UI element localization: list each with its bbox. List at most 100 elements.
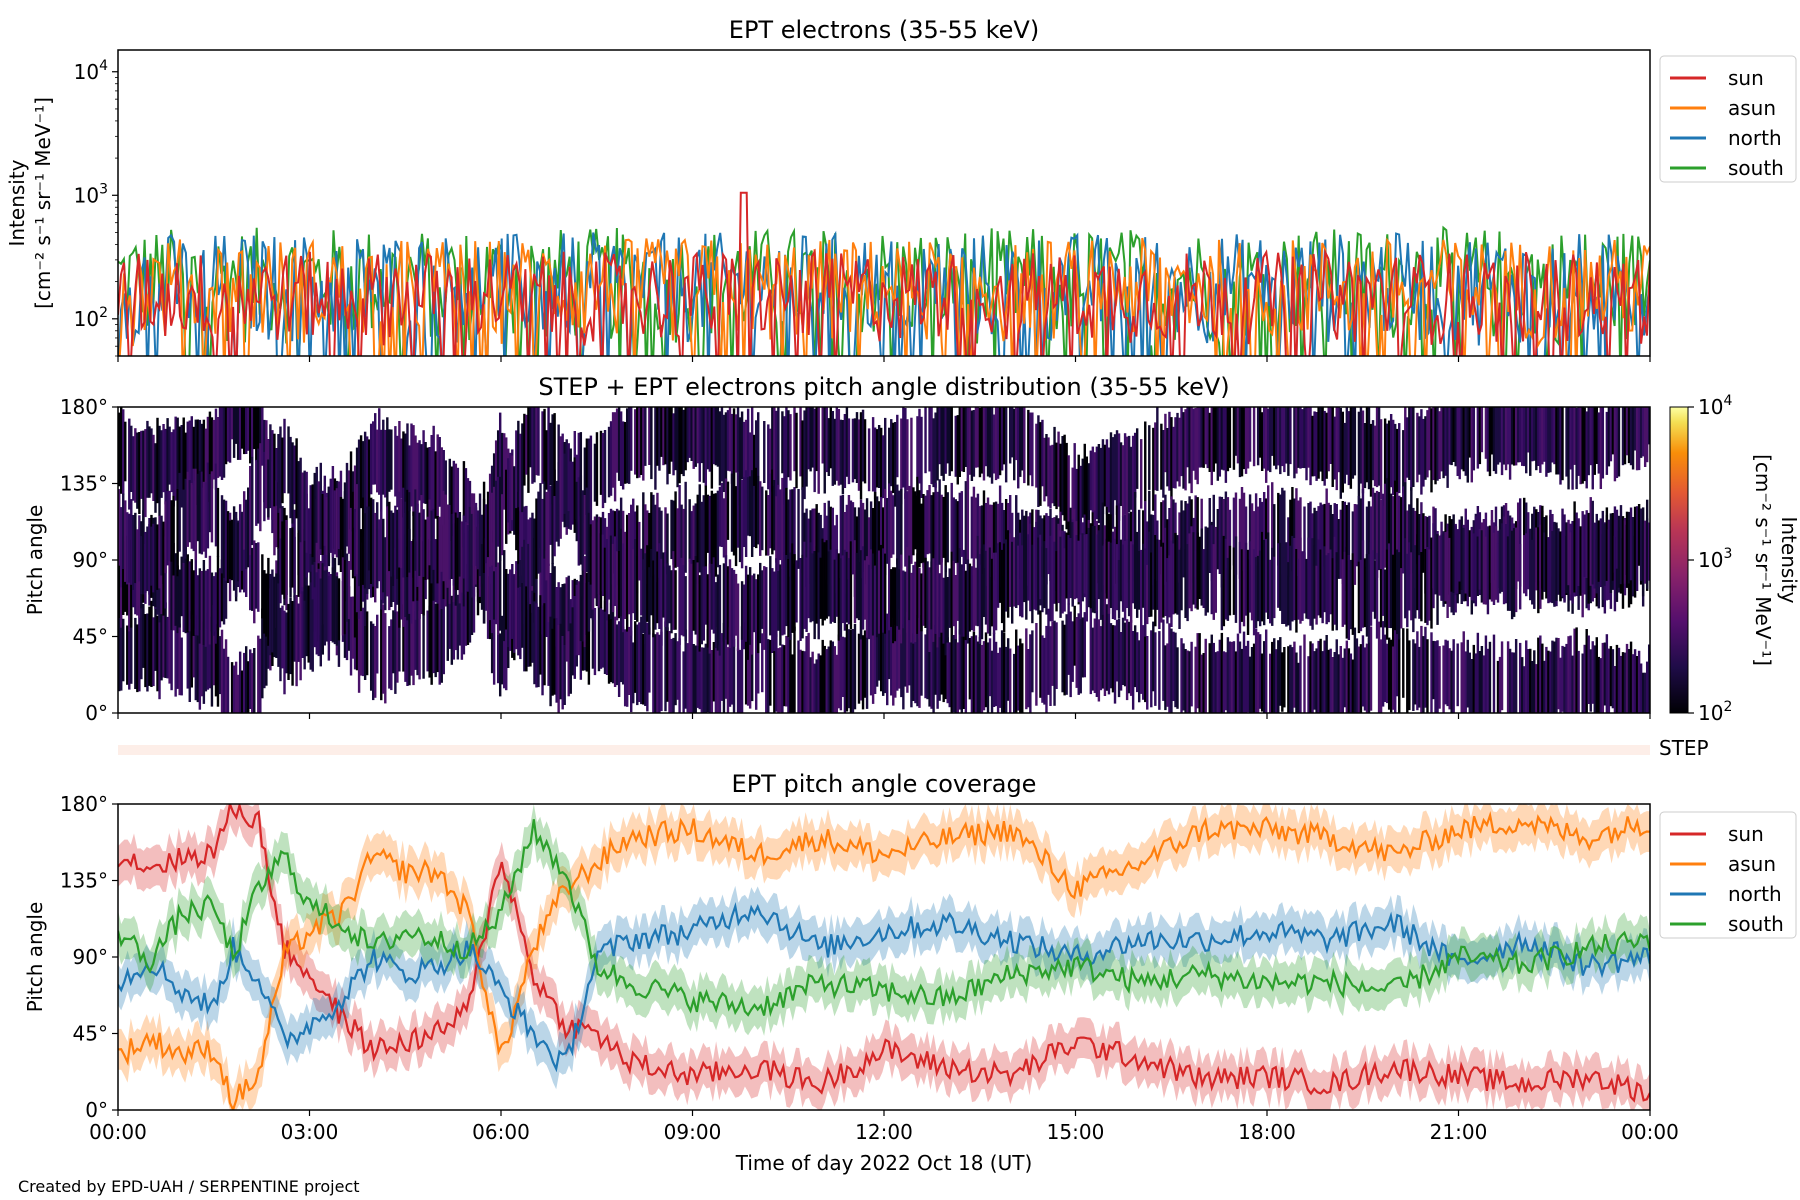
heatmap-cell: [1178, 417, 1181, 487]
heatmap-cell: [1402, 628, 1405, 698]
heatmap-cell: [916, 476, 919, 567]
heatmap-cell: [1264, 498, 1268, 559]
heatmap-cell: [1232, 547, 1236, 615]
heatmap-cell: [1279, 407, 1282, 475]
heatmap-cell: [922, 562, 925, 626]
series-line-asun: [118, 810, 1650, 1110]
heatmap-cell: [1593, 645, 1596, 713]
heatmap-cell: [1631, 517, 1635, 597]
heatmap-cell: [327, 486, 331, 567]
heatmap-cell: [763, 421, 766, 483]
heatmap-cell: [206, 613, 210, 690]
heatmap-cell: [376, 429, 379, 493]
heatmap-cell: [1021, 509, 1024, 580]
heatmap-cell: [380, 509, 383, 600]
heatmap-cell: [291, 527, 294, 588]
heatmap-cell: [1244, 407, 1248, 474]
heatmap-cell: [210, 616, 214, 707]
heatmap-cell: [863, 630, 867, 698]
heatmap-cell: [855, 412, 859, 483]
heatmap-cell: [750, 407, 754, 492]
heatmap-cell: [867, 564, 871, 640]
heatmap-cell: [1383, 634, 1387, 702]
heatmap-cell: [1631, 407, 1635, 470]
heatmap-cell: [1396, 491, 1399, 553]
heatmap-cell: [656, 407, 659, 466]
heatmap-cell: [331, 567, 335, 641]
heatmap-cell: [1105, 604, 1109, 691]
heatmap-cell: [371, 421, 375, 485]
heatmap-cell: [710, 490, 714, 574]
heatmap-cell: [724, 478, 728, 560]
y-tick-label: 135°: [60, 472, 108, 496]
x-tick-label: 00:00: [1621, 1120, 1679, 1144]
heatmap-cell: [1224, 538, 1228, 620]
legend-box: [1659, 811, 1797, 939]
heatmap-cell: [1571, 655, 1574, 713]
heatmap-cell: [1271, 641, 1274, 713]
heatmap-cell: [517, 491, 520, 565]
heatmap-cell: [128, 418, 131, 510]
heatmap-cell: [811, 651, 814, 713]
heatmap-cell: [257, 407, 260, 463]
heatmap-cell: [1518, 642, 1522, 713]
heatmap-cell: [763, 566, 766, 650]
heatmap-cell: [1289, 644, 1292, 713]
heatmap-cell: [1424, 416, 1427, 480]
heatmap-cell: [249, 649, 252, 709]
heatmap-cell: [859, 499, 863, 562]
heatmap-cell: [881, 507, 885, 577]
heatmap-cell: [466, 564, 470, 645]
heatmap-cell: [1194, 495, 1197, 577]
heatmap-cell: [1053, 426, 1056, 507]
heatmap-cell: [926, 490, 929, 555]
heatmap-cell: [1353, 407, 1357, 476]
heatmap-cell: [309, 485, 312, 554]
heatmap-cell: [1347, 502, 1351, 561]
heatmap-cell: [1258, 634, 1262, 709]
heatmap-cell: [1615, 509, 1619, 569]
heatmap-cell: [936, 644, 939, 709]
heatmap-cell: [1190, 407, 1193, 494]
heatmap-cell: [1559, 407, 1562, 485]
heatmap-cell: [1512, 528, 1516, 617]
heatmap-cell: [1601, 642, 1605, 713]
heatmap-cell: [136, 529, 139, 616]
heatmap-cell: [1004, 499, 1008, 578]
heatmap-cell: [565, 577, 568, 662]
heatmap-cell: [196, 419, 200, 505]
heatmap-cell: [1240, 549, 1244, 622]
heatmap-cell: [517, 587, 520, 656]
heatmap-cell: [702, 407, 705, 483]
heatmap-cell: [325, 570, 329, 642]
heatmap-cell: [315, 576, 318, 655]
heatmap-cell: [793, 487, 796, 564]
heatmap-cell: [1331, 407, 1334, 487]
heatmap-cell: [605, 539, 609, 621]
heatmap-cell: [1196, 532, 1199, 610]
heatmap-cell: [1414, 545, 1417, 619]
heatmap-cell: [1367, 638, 1371, 713]
heatmap-cell: [1087, 527, 1091, 608]
heatmap-cell: [1025, 628, 1028, 710]
heatmap-cell: [1613, 666, 1617, 713]
heatmap-cell: [1073, 443, 1076, 532]
heatmap-cell: [376, 614, 379, 674]
heatmap-cell: [801, 420, 804, 491]
heatmap-cell: [1049, 626, 1052, 706]
heatmap-cell: [1476, 407, 1480, 469]
heatmap-cell: [1323, 546, 1326, 613]
heatmap-cell: [1569, 532, 1572, 595]
heatmap-cell: [1543, 660, 1546, 713]
heatmap-cell: [498, 476, 502, 561]
heatmap-cell: [1393, 423, 1397, 508]
heatmap-cell: [992, 632, 996, 707]
heatmap-cell: [222, 547, 226, 625]
heatmap-cell: [490, 547, 494, 634]
heatmap-cell: [253, 540, 256, 624]
heatmap-cell: [730, 568, 734, 636]
heatmap-cell: [1573, 501, 1576, 593]
heatmap-cell: [906, 611, 909, 693]
heatmap-cell: [825, 649, 828, 713]
heatmap-cell: [1484, 635, 1488, 713]
